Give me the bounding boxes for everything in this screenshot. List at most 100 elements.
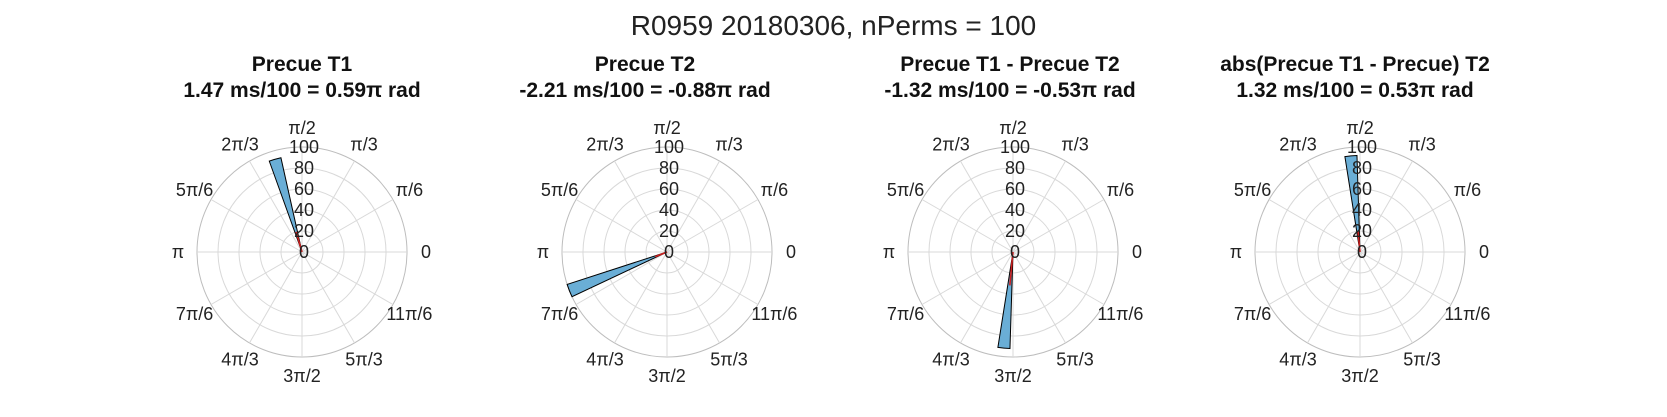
grid-spoke bbox=[1359, 160, 1413, 253]
grid-spoke bbox=[666, 251, 720, 344]
grid-spoke bbox=[960, 251, 1014, 344]
grid-spoke bbox=[249, 251, 303, 344]
theta-tick-label: π bbox=[883, 242, 895, 262]
figure-title: R0959 20180306, nPerms = 100 bbox=[630, 10, 1037, 41]
polar-chart-2: 0204060801000π/6π/3π/22π/35π/6π7π/64π/33… bbox=[537, 118, 798, 386]
r-tick-label: 60 bbox=[294, 179, 314, 199]
theta-tick-label: π/3 bbox=[1408, 135, 1435, 155]
grid-spoke bbox=[666, 160, 720, 253]
theta-tick-label: π/2 bbox=[1346, 118, 1373, 138]
r-tick-label: 0 bbox=[299, 242, 309, 262]
theta-tick-label: 2π/3 bbox=[586, 135, 623, 155]
theta-tick-label: 4π/3 bbox=[586, 349, 623, 369]
theta-tick-label: 2π/3 bbox=[1279, 135, 1316, 155]
polar-panel-3: Precue T1 - Precue T2 -1.32 ms/100 = -0.… bbox=[830, 0, 1190, 417]
theta-tick-label: 5π/6 bbox=[887, 180, 924, 200]
grid-spoke bbox=[921, 251, 1014, 305]
theta-tick-label: 4π/3 bbox=[221, 349, 258, 369]
theta-tick-label: 4π/3 bbox=[1279, 349, 1316, 369]
theta-tick-label: π/2 bbox=[288, 118, 315, 138]
panel-title-line-2: 1.32 ms/100 = 0.53π rad bbox=[1236, 79, 1474, 103]
theta-tick-label: π bbox=[172, 242, 184, 262]
grid-spoke bbox=[1307, 160, 1361, 253]
grid-spoke bbox=[666, 251, 759, 305]
grid-spoke bbox=[960, 160, 1014, 253]
grid-spoke bbox=[1307, 251, 1361, 344]
panel-title-line-1: Precue T1 - Precue T2 bbox=[900, 53, 1120, 76]
polar-panel-4: abs(Precue T1 - Precue) T2 1.32 ms/100 =… bbox=[1175, 0, 1535, 417]
r-tick-label: 40 bbox=[294, 200, 314, 220]
grid-spoke bbox=[666, 199, 759, 253]
r-tick-label: 100 bbox=[654, 137, 684, 157]
theta-tick-label: π bbox=[1230, 242, 1242, 262]
r-tick-label: 0 bbox=[1357, 242, 1367, 262]
grid-spoke bbox=[249, 160, 303, 253]
theta-tick-label: π/6 bbox=[1454, 180, 1481, 200]
r-tick-label: 0 bbox=[1010, 242, 1020, 262]
r-tick-label: 80 bbox=[659, 158, 679, 178]
theta-tick-label: π/3 bbox=[1061, 135, 1088, 155]
theta-tick-label: 11π/6 bbox=[386, 304, 432, 324]
r-tick-label: 20 bbox=[1005, 221, 1025, 241]
polar-panel-1: Precue T1 1.47 ms/100 = 0.59π rad 0 20 40 6… bbox=[122, 0, 482, 417]
theta-tick-label: 7π/6 bbox=[176, 304, 213, 324]
theta-tick-label: π/2 bbox=[653, 118, 680, 138]
grid-spoke bbox=[1359, 251, 1452, 305]
polar-chart-1: 0204060801000π/6π/3π/22π/35π/6π7π/64π/33… bbox=[172, 118, 433, 386]
panel-title-line-2: -2.21 ms/100 = -0.88π rad bbox=[519, 79, 771, 103]
theta-tick-label: 7π/6 bbox=[1234, 304, 1271, 324]
grid-spoke bbox=[575, 251, 668, 305]
grid-spoke bbox=[575, 199, 668, 253]
theta-tick-label: 0 bbox=[786, 242, 796, 262]
panel-title-line-2: -1.32 ms/100 = -0.53π rad bbox=[884, 79, 1136, 103]
theta-tick-label: 3π/2 bbox=[648, 366, 685, 386]
panel-title: Precue T1 - Precue T2 -1.32 ms/100 = -0.… bbox=[830, 52, 1190, 105]
theta-tick-label: 5π/6 bbox=[176, 180, 213, 200]
histogram-bar bbox=[997, 251, 1014, 350]
theta-tick-label: 0 bbox=[1479, 242, 1489, 262]
theta-tick-label: 5π/3 bbox=[1403, 349, 1440, 369]
theta-tick-label: π/6 bbox=[1107, 180, 1134, 200]
grid-spoke bbox=[1268, 199, 1361, 253]
mean-vector-line bbox=[1009, 251, 1014, 286]
histogram-bar bbox=[566, 251, 668, 298]
grid-spoke bbox=[1012, 251, 1066, 344]
mean-vector-line bbox=[654, 251, 668, 258]
theta-tick-label: 7π/6 bbox=[541, 304, 578, 324]
theta-tick-label: 5π/3 bbox=[710, 349, 747, 369]
panel-title-line-1: abs(Precue T1 - Precue) T2 bbox=[1220, 53, 1490, 76]
grid-spoke bbox=[210, 199, 303, 253]
theta-tick-label: 3π/2 bbox=[994, 366, 1031, 386]
r-tick-label: 100 bbox=[1000, 137, 1030, 157]
theta-tick-label: 11π/6 bbox=[1097, 304, 1143, 324]
r-tick-label: 40 bbox=[1005, 200, 1025, 220]
theta-tick-label: 11π/6 bbox=[1444, 304, 1490, 324]
polar-chart-4: 0204060801000π/6π/3π/22π/35π/6π7π/64π/33… bbox=[1230, 118, 1491, 386]
theta-tick-label: π/6 bbox=[761, 180, 788, 200]
theta-tick-label: 2π/3 bbox=[932, 135, 969, 155]
theta-tick-label: 5π/6 bbox=[1234, 180, 1271, 200]
theta-tick-label: 5π/3 bbox=[1056, 349, 1093, 369]
r-tick-label: 80 bbox=[1005, 158, 1025, 178]
histogram-bar bbox=[268, 157, 303, 253]
polar-chart-3: 0204060801000π/6π/3π/22π/35π/6π7π/64π/33… bbox=[883, 118, 1144, 386]
panel-title: Precue T1 1.47 ms/100 = 0.59π rad bbox=[122, 52, 482, 105]
theta-tick-label: π/2 bbox=[999, 118, 1026, 138]
panel-title-line-1: Precue T1 bbox=[251, 53, 353, 76]
histogram-bar bbox=[1344, 154, 1361, 253]
theta-tick-label: 3π/2 bbox=[1341, 366, 1378, 386]
r-tick-label: 40 bbox=[1352, 200, 1372, 220]
r-tick-label: 0 bbox=[664, 242, 674, 262]
mean-vector-line bbox=[295, 231, 303, 253]
theta-tick-label: 0 bbox=[1132, 242, 1142, 262]
r-tick-label: 80 bbox=[294, 158, 314, 178]
grid-spoke bbox=[301, 199, 394, 253]
theta-tick-label: 2π/3 bbox=[221, 135, 258, 155]
panel-title-line-2: 1.47 ms/100 = 0.59π rad bbox=[183, 79, 421, 103]
grid-spoke bbox=[1359, 251, 1413, 344]
grid-spoke bbox=[210, 251, 303, 305]
grid-spoke bbox=[301, 251, 394, 305]
theta-tick-label: 7π/6 bbox=[887, 304, 924, 324]
polar-panel-2: Precue T2 -2.21 ms/100 = -0.88π rad 0 20 4… bbox=[465, 0, 825, 417]
